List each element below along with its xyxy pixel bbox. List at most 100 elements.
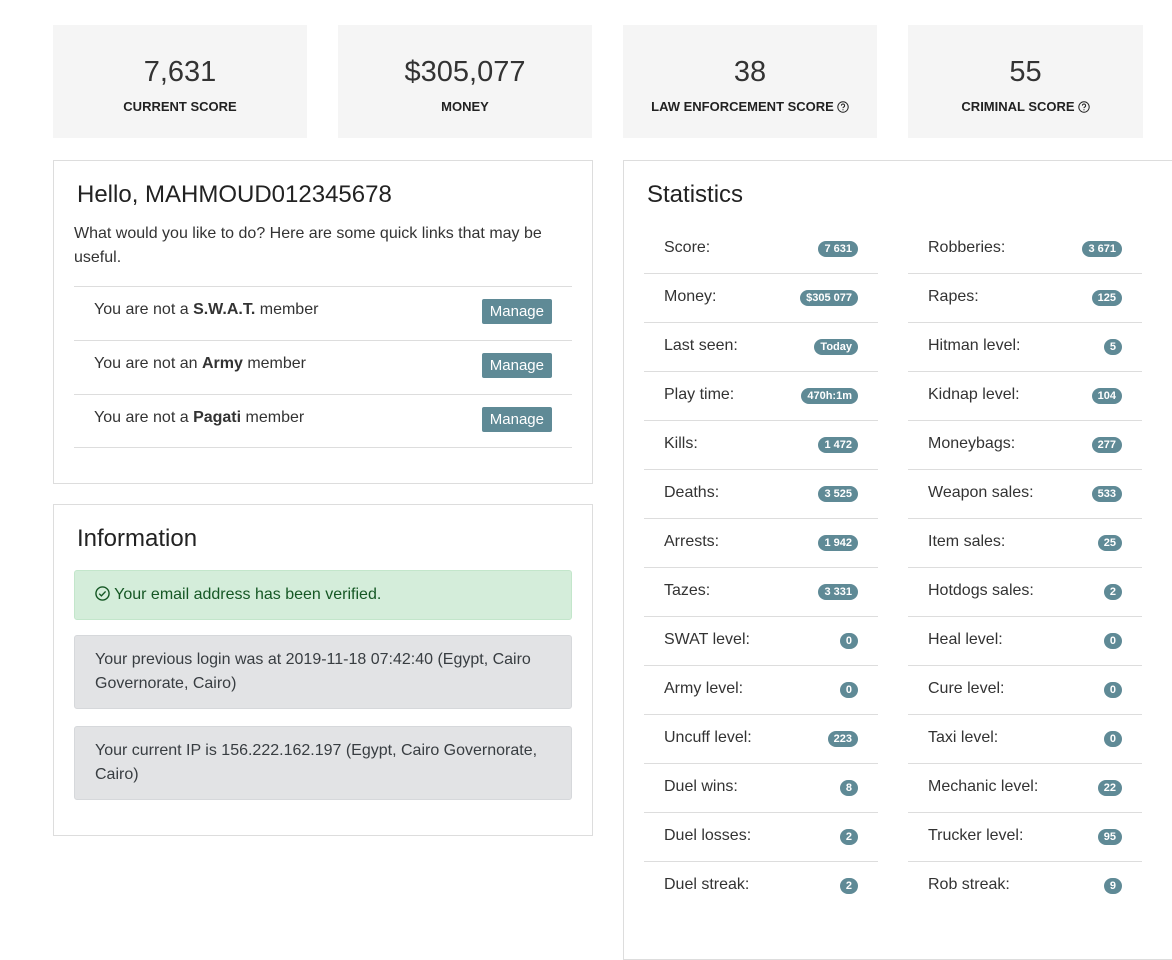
text-before: You are not an	[94, 355, 198, 372]
group-name: Pagati	[193, 409, 242, 426]
membership-row: You are not an Army member Manage	[74, 340, 572, 394]
stat-row-label: Kidnap level:	[928, 386, 1020, 403]
stat-row-badge: 0	[839, 633, 858, 649]
stat-label-row: CURRENT SCORE	[53, 99, 307, 114]
stat-row-badge: 2	[1103, 584, 1122, 600]
stat-row-badge: 25	[1097, 535, 1122, 551]
help-icon[interactable]	[1077, 101, 1090, 113]
stat-row-label: Money:	[664, 288, 717, 305]
stat-row-label: SWAT level:	[664, 631, 750, 648]
stat-row-label: Hotdogs sales:	[928, 582, 1034, 599]
text-after: member	[247, 355, 306, 372]
stat-row: Cure level: 0	[908, 666, 1142, 715]
stat-row-badge: 0	[839, 682, 858, 698]
stat-row: Uncuff level: 223	[644, 715, 878, 764]
stat-row: Robberies: 3 671	[908, 225, 1142, 274]
verified-text: Your email address has been verified.	[114, 586, 382, 603]
stat-row-label: Weapon sales:	[928, 484, 1034, 501]
stat-box: 55 CRIMINAL SCORE	[908, 25, 1143, 138]
stat-row-badge: 22	[1097, 780, 1122, 796]
text-after: member	[259, 301, 319, 318]
info-note: Your current IP is 156.222.162.197 (Egyp…	[74, 726, 572, 800]
stat-row-badge: 223	[827, 731, 858, 747]
membership-text: You are not a Pagati member	[94, 409, 304, 427]
text-after: member	[245, 409, 305, 426]
stat-row: Weapon sales: 533	[908, 470, 1142, 519]
stat-label: CRIMINAL SCORE	[961, 99, 1075, 114]
stat-row-badge: 2	[839, 878, 858, 894]
membership-row: You are not a Pagati member Manage	[74, 394, 572, 448]
hello-text: What would you like to do? Here are some…	[74, 225, 542, 266]
stat-row-badge: 3 671	[1082, 241, 1122, 257]
manage-button[interactable]: Manage	[481, 407, 552, 432]
stat-value: 7,631	[143, 56, 217, 88]
group-name: S.W.A.T.	[193, 301, 256, 318]
stat-row-badge: 533	[1091, 486, 1122, 502]
stat-row-label: Heal level:	[928, 631, 1003, 648]
stat-row-label: Mechanic level:	[928, 778, 1039, 795]
stat-row-label: Rob streak:	[928, 876, 1010, 893]
manage-button[interactable]: Manage	[481, 299, 552, 324]
stat-row: Army level: 0	[644, 666, 878, 715]
stat-row-label: Cure level:	[928, 680, 1005, 697]
stat-row-badge: Today	[814, 339, 858, 355]
stat-row-badge: 277	[1091, 437, 1122, 453]
stat-row-label: Deaths:	[664, 484, 720, 501]
stat-row-badge: 3 331	[818, 584, 858, 600]
stat-row-badge: 125	[1091, 290, 1122, 306]
stat-row-badge: 0	[1103, 633, 1122, 649]
statistics-title: Statistics	[647, 181, 744, 208]
stat-row: Item sales: 25	[908, 519, 1142, 568]
stat-row-badge: 5	[1103, 339, 1122, 355]
stat-row-label: Last seen:	[664, 337, 738, 354]
stat-row-label: Duel wins:	[664, 778, 738, 795]
stat-box: $305,077 MONEY	[338, 25, 592, 138]
stat-row-badge: 7 631	[818, 241, 858, 257]
membership-text: You are not an Army member	[94, 355, 306, 373]
stat-row: Arrests: 1 942	[644, 519, 878, 568]
help-icon[interactable]	[837, 101, 849, 113]
membership-row: You are not a S.W.A.T. member Manage	[74, 286, 572, 340]
stat-label: CURRENT SCORE	[123, 99, 237, 114]
stat-row-badge: $305 077	[800, 290, 858, 306]
stat-row: Hotdogs sales: 2	[908, 568, 1142, 617]
stat-row: Last seen: Today	[644, 323, 878, 372]
stat-row: Play time: 470h:1m	[644, 372, 878, 421]
stat-row-badge: 1 472	[818, 437, 858, 453]
stat-value: 38	[733, 56, 767, 88]
stat-label: LAW ENFORCEMENT SCORE	[651, 99, 834, 114]
membership-text: You are not a S.W.A.T. member	[94, 301, 318, 319]
information-card: Information Your email address has been …	[53, 504, 593, 836]
hello-card: Hello, MAHMOUD012345678 What would you l…	[53, 160, 593, 484]
stat-label-row: MONEY	[338, 99, 592, 114]
stat-row-badge: 104	[1091, 388, 1122, 404]
stat-row-label: Rapes:	[928, 288, 979, 305]
stat-row-badge: 8	[839, 780, 858, 796]
stat-row-label: Duel streak:	[664, 876, 750, 893]
stat-row-label: Score:	[664, 239, 711, 256]
stat-row-badge: 0	[1103, 682, 1122, 698]
stat-value: $305,077	[404, 56, 526, 88]
stat-row-badge: 470h:1m	[801, 388, 858, 404]
stat-row-label: Item sales:	[928, 533, 1006, 550]
stat-row: Moneybags: 277	[908, 421, 1142, 470]
info-note: Your previous login was at 2019-11-18 07…	[74, 635, 572, 709]
stat-label: MONEY	[441, 99, 489, 114]
stat-row: SWAT level: 0	[644, 617, 878, 666]
stat-row: Score: 7 631	[644, 225, 878, 274]
information-title: Information	[77, 525, 198, 552]
stat-row-label: Play time:	[664, 386, 735, 403]
stat-label-row: LAW ENFORCEMENT SCORE	[623, 99, 877, 114]
stat-row-label: Kills:	[664, 435, 698, 452]
stat-row-label: Trucker level:	[928, 827, 1024, 844]
stat-row: Rapes: 125	[908, 274, 1142, 323]
stat-row: Heal level: 0	[908, 617, 1142, 666]
stat-row-badge: 9	[1103, 878, 1122, 894]
stat-row: Money: $305 077	[644, 274, 878, 323]
text-before: You are not a	[94, 301, 189, 318]
manage-button[interactable]: Manage	[481, 353, 552, 378]
stat-row: Trucker level: 95	[908, 813, 1142, 862]
stat-row: Rob streak: 9	[908, 862, 1142, 911]
stat-row-badge: 2	[839, 829, 858, 845]
